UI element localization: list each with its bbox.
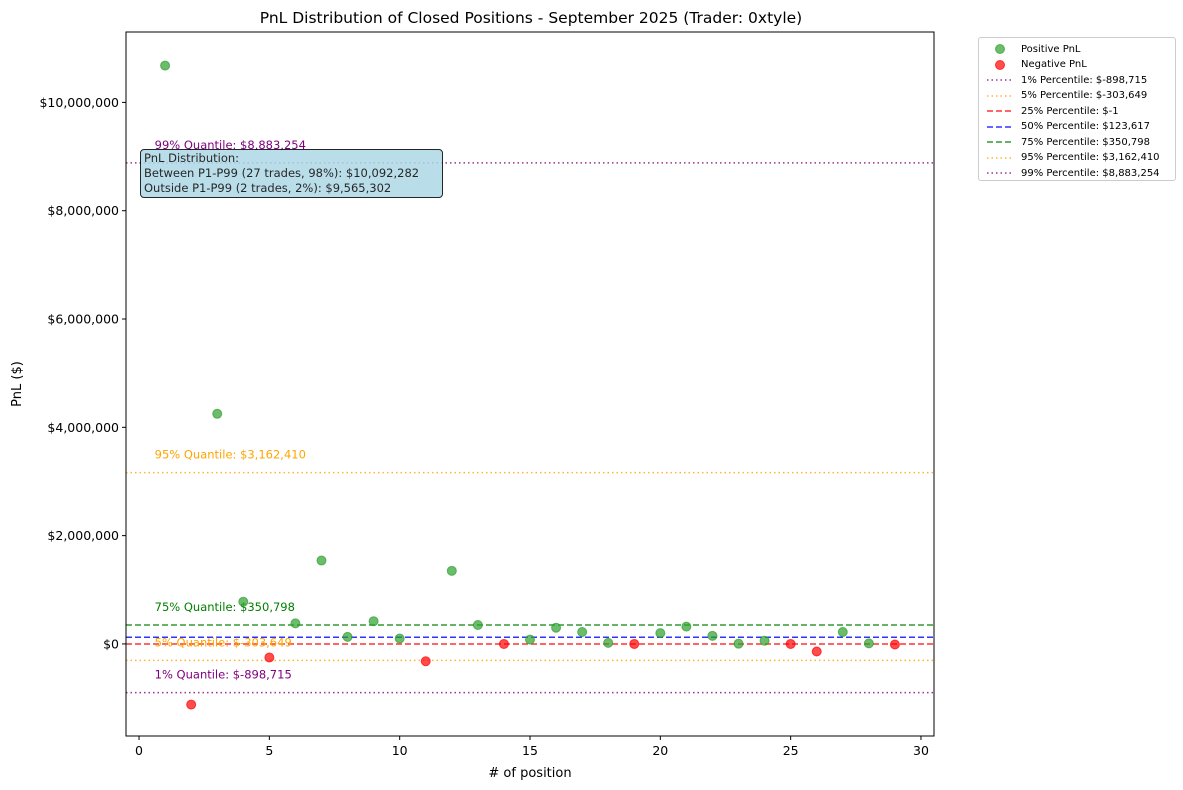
legend-item-2: 1% Percentile: $-898,715 xyxy=(987,73,1147,87)
pnl-summary-box: PnL Distribution: Between P1-P99 (27 tra… xyxy=(140,149,443,198)
data-point-s0-8 xyxy=(446,565,457,576)
x-tick-label-0: 0 xyxy=(135,743,143,758)
legend-label-3: 5% Percentile: $-303,649 xyxy=(1021,90,1148,101)
x-tick-label-4: 20 xyxy=(652,743,668,758)
data-point-s0-12 xyxy=(577,627,588,638)
data-point-s0-19 xyxy=(837,627,848,638)
legend-swatch-5 xyxy=(987,125,1013,128)
legend-label-8: 99% Percentile: $8,883,254 xyxy=(1021,167,1160,179)
legend-label-0: Positive PnL xyxy=(1021,43,1081,55)
data-point-s0-15 xyxy=(681,621,692,632)
legend-swatch-3 xyxy=(987,94,1013,97)
legend-swatch-6 xyxy=(987,141,1013,143)
legend-item-4: 25% Percentile: $-1 xyxy=(987,104,1119,118)
y-axis: $0 $2,000,000 $4,000,000 $6,000,000 $8,000,0… xyxy=(39,95,126,651)
x-tick-label-3: 15 xyxy=(522,743,538,758)
quantile-label-1: 5% Quantile: $-303,649 xyxy=(155,635,292,649)
y-tick-label-0: $0 xyxy=(103,636,119,651)
legend-item-0: Positive PnL xyxy=(987,42,1081,56)
data-point-s0-1 xyxy=(212,408,223,419)
y-tick-label-2: $4,000,000 xyxy=(47,420,119,435)
data-point-s0-7 xyxy=(394,633,405,644)
data-point-s0-6 xyxy=(368,616,379,627)
x-tick-label-6: 30 xyxy=(913,743,929,758)
data-point-s0-3 xyxy=(290,618,301,629)
data-point-s0-13 xyxy=(603,637,614,648)
legend-label-4: 25% Percentile: $-1 xyxy=(1021,105,1119,117)
x-tick-label-2: 10 xyxy=(392,743,408,758)
x-tick-label-5: 25 xyxy=(783,743,799,758)
legend-swatch-2 xyxy=(987,79,1013,81)
x-axis: 0 5 10 15 20 25 30 xyxy=(135,736,929,758)
quantile-label-6: 99% Quantile: $8,883,254 xyxy=(155,138,306,152)
legend-swatch-8 xyxy=(987,172,1013,174)
data-point-s1-0 xyxy=(186,699,197,710)
data-point-s1-4 xyxy=(629,638,640,649)
legend-item-6: 75% Percentile: $350,798 xyxy=(987,135,1150,149)
legend-label-7: 95% Percentile: $3,162,410 xyxy=(1021,152,1160,163)
data-point-s0-17 xyxy=(733,638,744,649)
quantile-label-5: 95% Quantile: $3,162,410 xyxy=(155,448,306,462)
quantile-labels: 1% Quantile: $-898,715 5% Quantile: $-303… xyxy=(155,138,306,682)
legend-swatch-0 xyxy=(995,44,1005,54)
x-tick-label-1: 5 xyxy=(265,743,273,758)
y-tick-label-4: $8,000,000 xyxy=(47,203,119,218)
data-point-s0-11 xyxy=(551,622,562,633)
data-point-s0-9 xyxy=(472,619,483,630)
data-point-s0-5 xyxy=(342,631,353,642)
legend: Positive PnL Negative PnL 1% Percentile: $… xyxy=(978,37,1176,181)
legend-swatch-1 xyxy=(995,59,1005,70)
legend-item-7: 95% Percentile: $3,162,410 xyxy=(987,151,1160,165)
data-point-s0-16 xyxy=(707,630,718,641)
chart-title: PnL Distribution of Closed Positions - S… xyxy=(260,9,802,27)
data-point-s0-4 xyxy=(316,555,327,566)
summary-line-3: Outside P1-P99 (2 trades, 2%): $9,565,30… xyxy=(144,181,392,195)
legend-swatch-7 xyxy=(987,156,1013,159)
y-tick-label-1: $2,000,000 xyxy=(47,528,119,543)
legend-label-5: 50% Percentile: $123,617 xyxy=(1021,121,1151,132)
x-axis-label: # of position xyxy=(488,766,571,781)
y-tick-label-5: $10,000,000 xyxy=(39,95,119,110)
data-point-s1-7 xyxy=(889,639,900,650)
data-point-s1-5 xyxy=(785,638,796,649)
data-point-s1-1 xyxy=(264,652,275,663)
legend-item-8: 99% Percentile: $8,883,254 xyxy=(987,166,1160,180)
data-point-s0-14 xyxy=(655,628,666,639)
legend-label-2: 1% Percentile: $-898,715 xyxy=(1021,74,1148,86)
summary-line-2: Between P1-P99 (27 trades, 98%): $10,092… xyxy=(144,166,420,180)
data-point-s1-3 xyxy=(498,638,509,649)
data-point-s0-2 xyxy=(238,596,249,607)
data-points xyxy=(160,60,900,710)
legend-item-1: Negative PnL xyxy=(987,58,1087,72)
legend-swatch-4 xyxy=(987,110,1013,112)
data-point-s1-2 xyxy=(420,656,431,667)
quantile-label-4: 75% Quantile: $350,798 xyxy=(155,600,295,614)
legend-item-3: 5% Percentile: $-303,649 xyxy=(987,89,1147,103)
data-point-s1-6 xyxy=(811,646,822,657)
legend-label-6: 75% Percentile: $350,798 xyxy=(1021,136,1151,148)
y-axis-label: PnL ($) xyxy=(10,361,25,407)
data-point-s0-18 xyxy=(759,635,770,646)
data-point-s0-10 xyxy=(525,634,535,645)
data-point-s0-20 xyxy=(863,638,874,649)
quantile-label-0: 1% Quantile: $-898,715 xyxy=(155,668,292,682)
y-tick-label-3: $6,000,000 xyxy=(47,312,119,327)
legend-item-5: 50% Percentile: $123,617 xyxy=(987,120,1150,134)
data-point-s0-0 xyxy=(160,60,171,71)
summary-line-1: PnL Distribution: xyxy=(144,151,240,165)
legend-label-1: Negative PnL xyxy=(1021,59,1087,70)
